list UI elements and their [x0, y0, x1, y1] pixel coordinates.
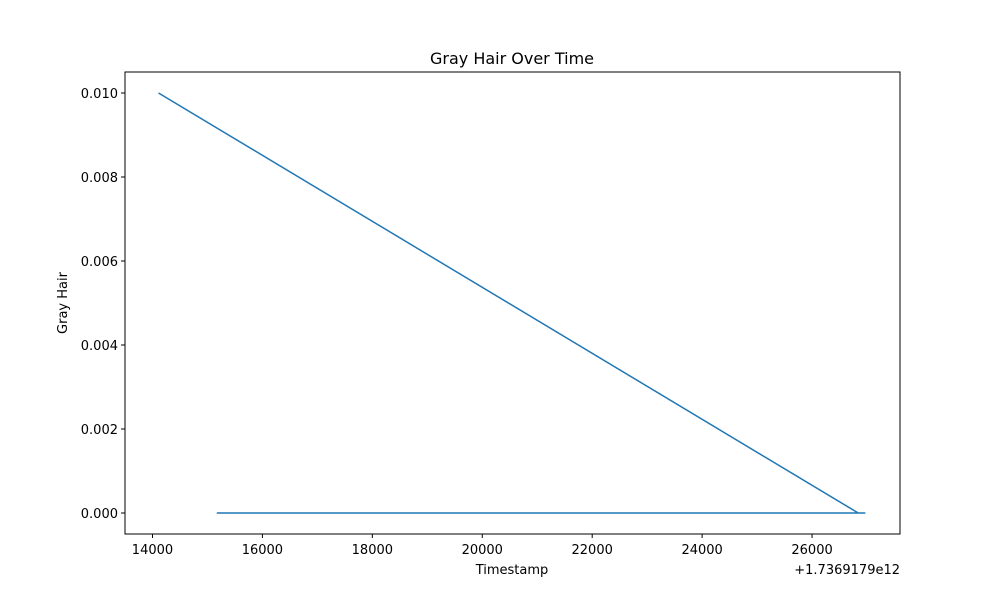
y-tick-label: 0.002 — [81, 423, 118, 438]
y-tick-label: 0.010 — [81, 87, 118, 102]
x-tick-label: 26000 — [791, 543, 832, 558]
x-tick-label: 16000 — [242, 543, 283, 558]
y-tick-label: 0.006 — [81, 255, 118, 270]
x-offset-label: +1.7369179e12 — [794, 563, 900, 578]
y-axis-label: Gray Hair — [56, 271, 71, 334]
plot-layer: 14000 16000 18000 20000 22000 24000 26000 0.000… — [81, 71, 901, 558]
plot-frame — [124, 71, 901, 535]
y-tick-label: 0.000 — [81, 507, 118, 522]
x-tick-label: 14000 — [132, 543, 173, 558]
x-tick-label: 20000 — [462, 543, 503, 558]
x-tick-label: 22000 — [572, 543, 613, 558]
y-tick-label: 0.004 — [81, 339, 118, 354]
x-tick-label: 24000 — [681, 543, 722, 558]
x-axis-label: Timestamp — [475, 563, 549, 578]
x-tick-label: 18000 — [352, 543, 393, 558]
y-tick-label: 0.008 — [81, 171, 118, 186]
chart-title: Gray Hair Over Time — [430, 49, 594, 68]
series-line-0 — [158, 92, 866, 514]
